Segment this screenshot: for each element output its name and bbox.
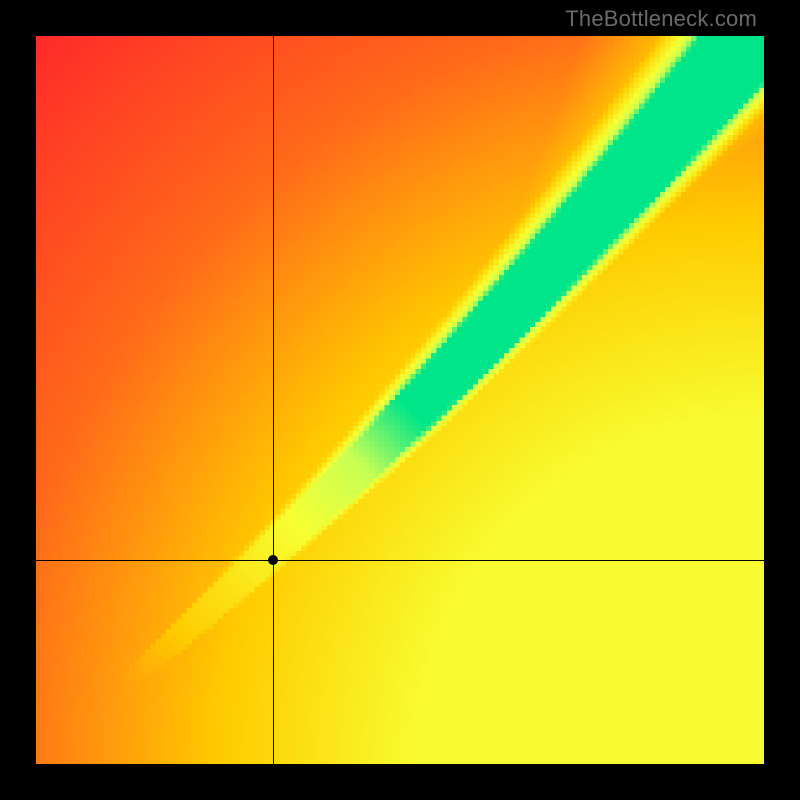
crosshair-horizontal <box>36 560 764 561</box>
frame-border-bottom <box>0 764 800 800</box>
frame-border-left <box>0 0 36 800</box>
crosshair-marker <box>268 555 278 565</box>
chart-frame: TheBottleneck.com <box>0 0 800 800</box>
watermark-text: TheBottleneck.com <box>565 6 757 32</box>
heatmap-plot-area <box>36 36 764 764</box>
crosshair-vertical <box>273 36 274 764</box>
frame-border-right <box>764 0 800 800</box>
heatmap-canvas <box>36 36 764 764</box>
